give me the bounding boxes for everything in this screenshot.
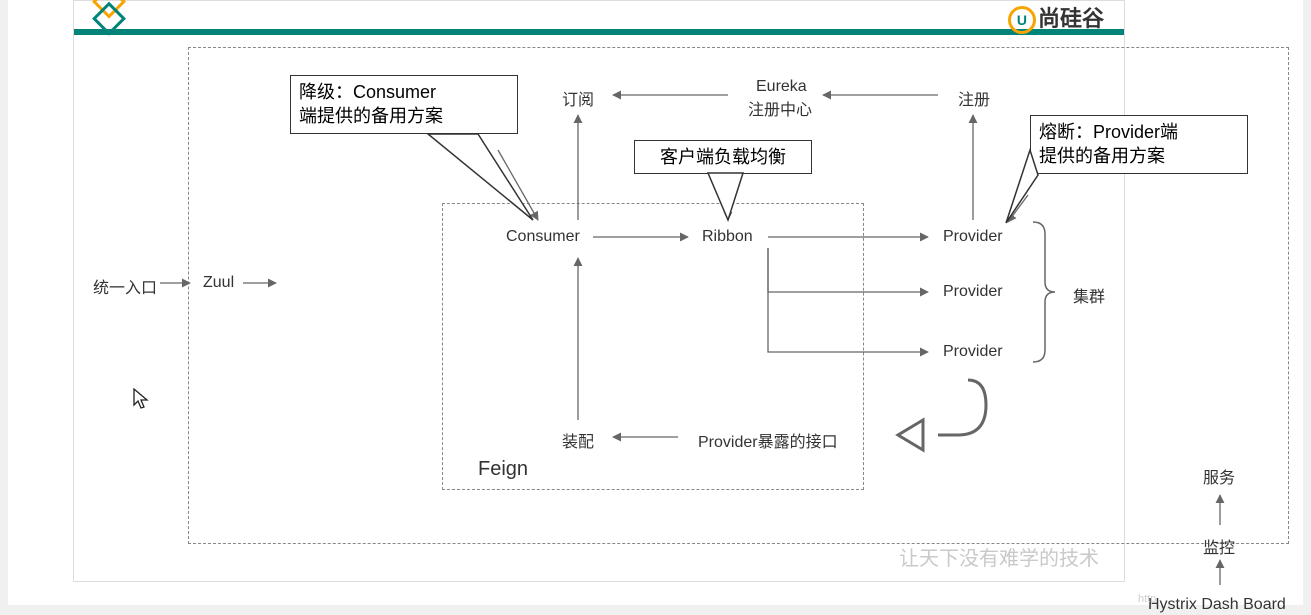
callout-fuse-l1: 熔断：Provider端 — [1039, 120, 1239, 144]
node-ribbon: Ribbon — [702, 228, 753, 246]
node-subscribe: 订阅 — [562, 86, 594, 110]
callout-fuse: 熔断：Provider端 提供的备用方案 — [1030, 115, 1248, 174]
node-monitor: 监控 — [1203, 534, 1235, 558]
node-provider-1: Provider — [943, 228, 1003, 246]
node-eureka-1: Eureka — [756, 78, 807, 96]
node-register: 注册 — [958, 86, 990, 110]
watermark-text: 让天下没有难学的技术 — [899, 542, 1099, 571]
node-entry: 统一入口 — [93, 274, 157, 298]
brand-text: 尚硅谷 — [1038, 6, 1104, 31]
node-provider-3: Provider — [943, 343, 1003, 361]
feign-label: Feign — [478, 458, 528, 481]
node-cluster: 集群 — [1073, 283, 1105, 307]
node-zuul: Zuul — [203, 274, 234, 292]
node-provider-2: Provider — [943, 283, 1003, 301]
cursor-icon — [133, 388, 149, 416]
brand-label: U尚硅谷 — [1008, 1, 1104, 34]
page-bg: U尚硅谷 让天下没有难学的技术 Feign 统一入口 Zuul Consumer… — [8, 0, 1303, 605]
logo-icon — [81, 0, 138, 41]
node-eureka-2: 注册中心 — [748, 96, 812, 120]
callout-degrade-l2: 端提供的备用方案 — [299, 104, 509, 128]
http-watermark: http — [1138, 593, 1156, 605]
node-hystrix: Hystrix Dash Board — [1148, 596, 1286, 614]
node-consumer: Consumer — [506, 228, 580, 246]
callout-loadbalance: 客户端负载均衡 — [634, 140, 812, 174]
callout-fuse-l2: 提供的备用方案 — [1039, 144, 1239, 168]
node-exposed: Provider暴露的接口 — [698, 428, 838, 452]
node-assemble: 装配 — [562, 428, 594, 452]
callout-degrade: 降级：Consumer 端提供的备用方案 — [290, 75, 518, 134]
callout-degrade-l1: 降级：Consumer — [299, 80, 509, 104]
node-service: 服务 — [1203, 464, 1235, 488]
top-accent-bar — [74, 29, 1124, 35]
